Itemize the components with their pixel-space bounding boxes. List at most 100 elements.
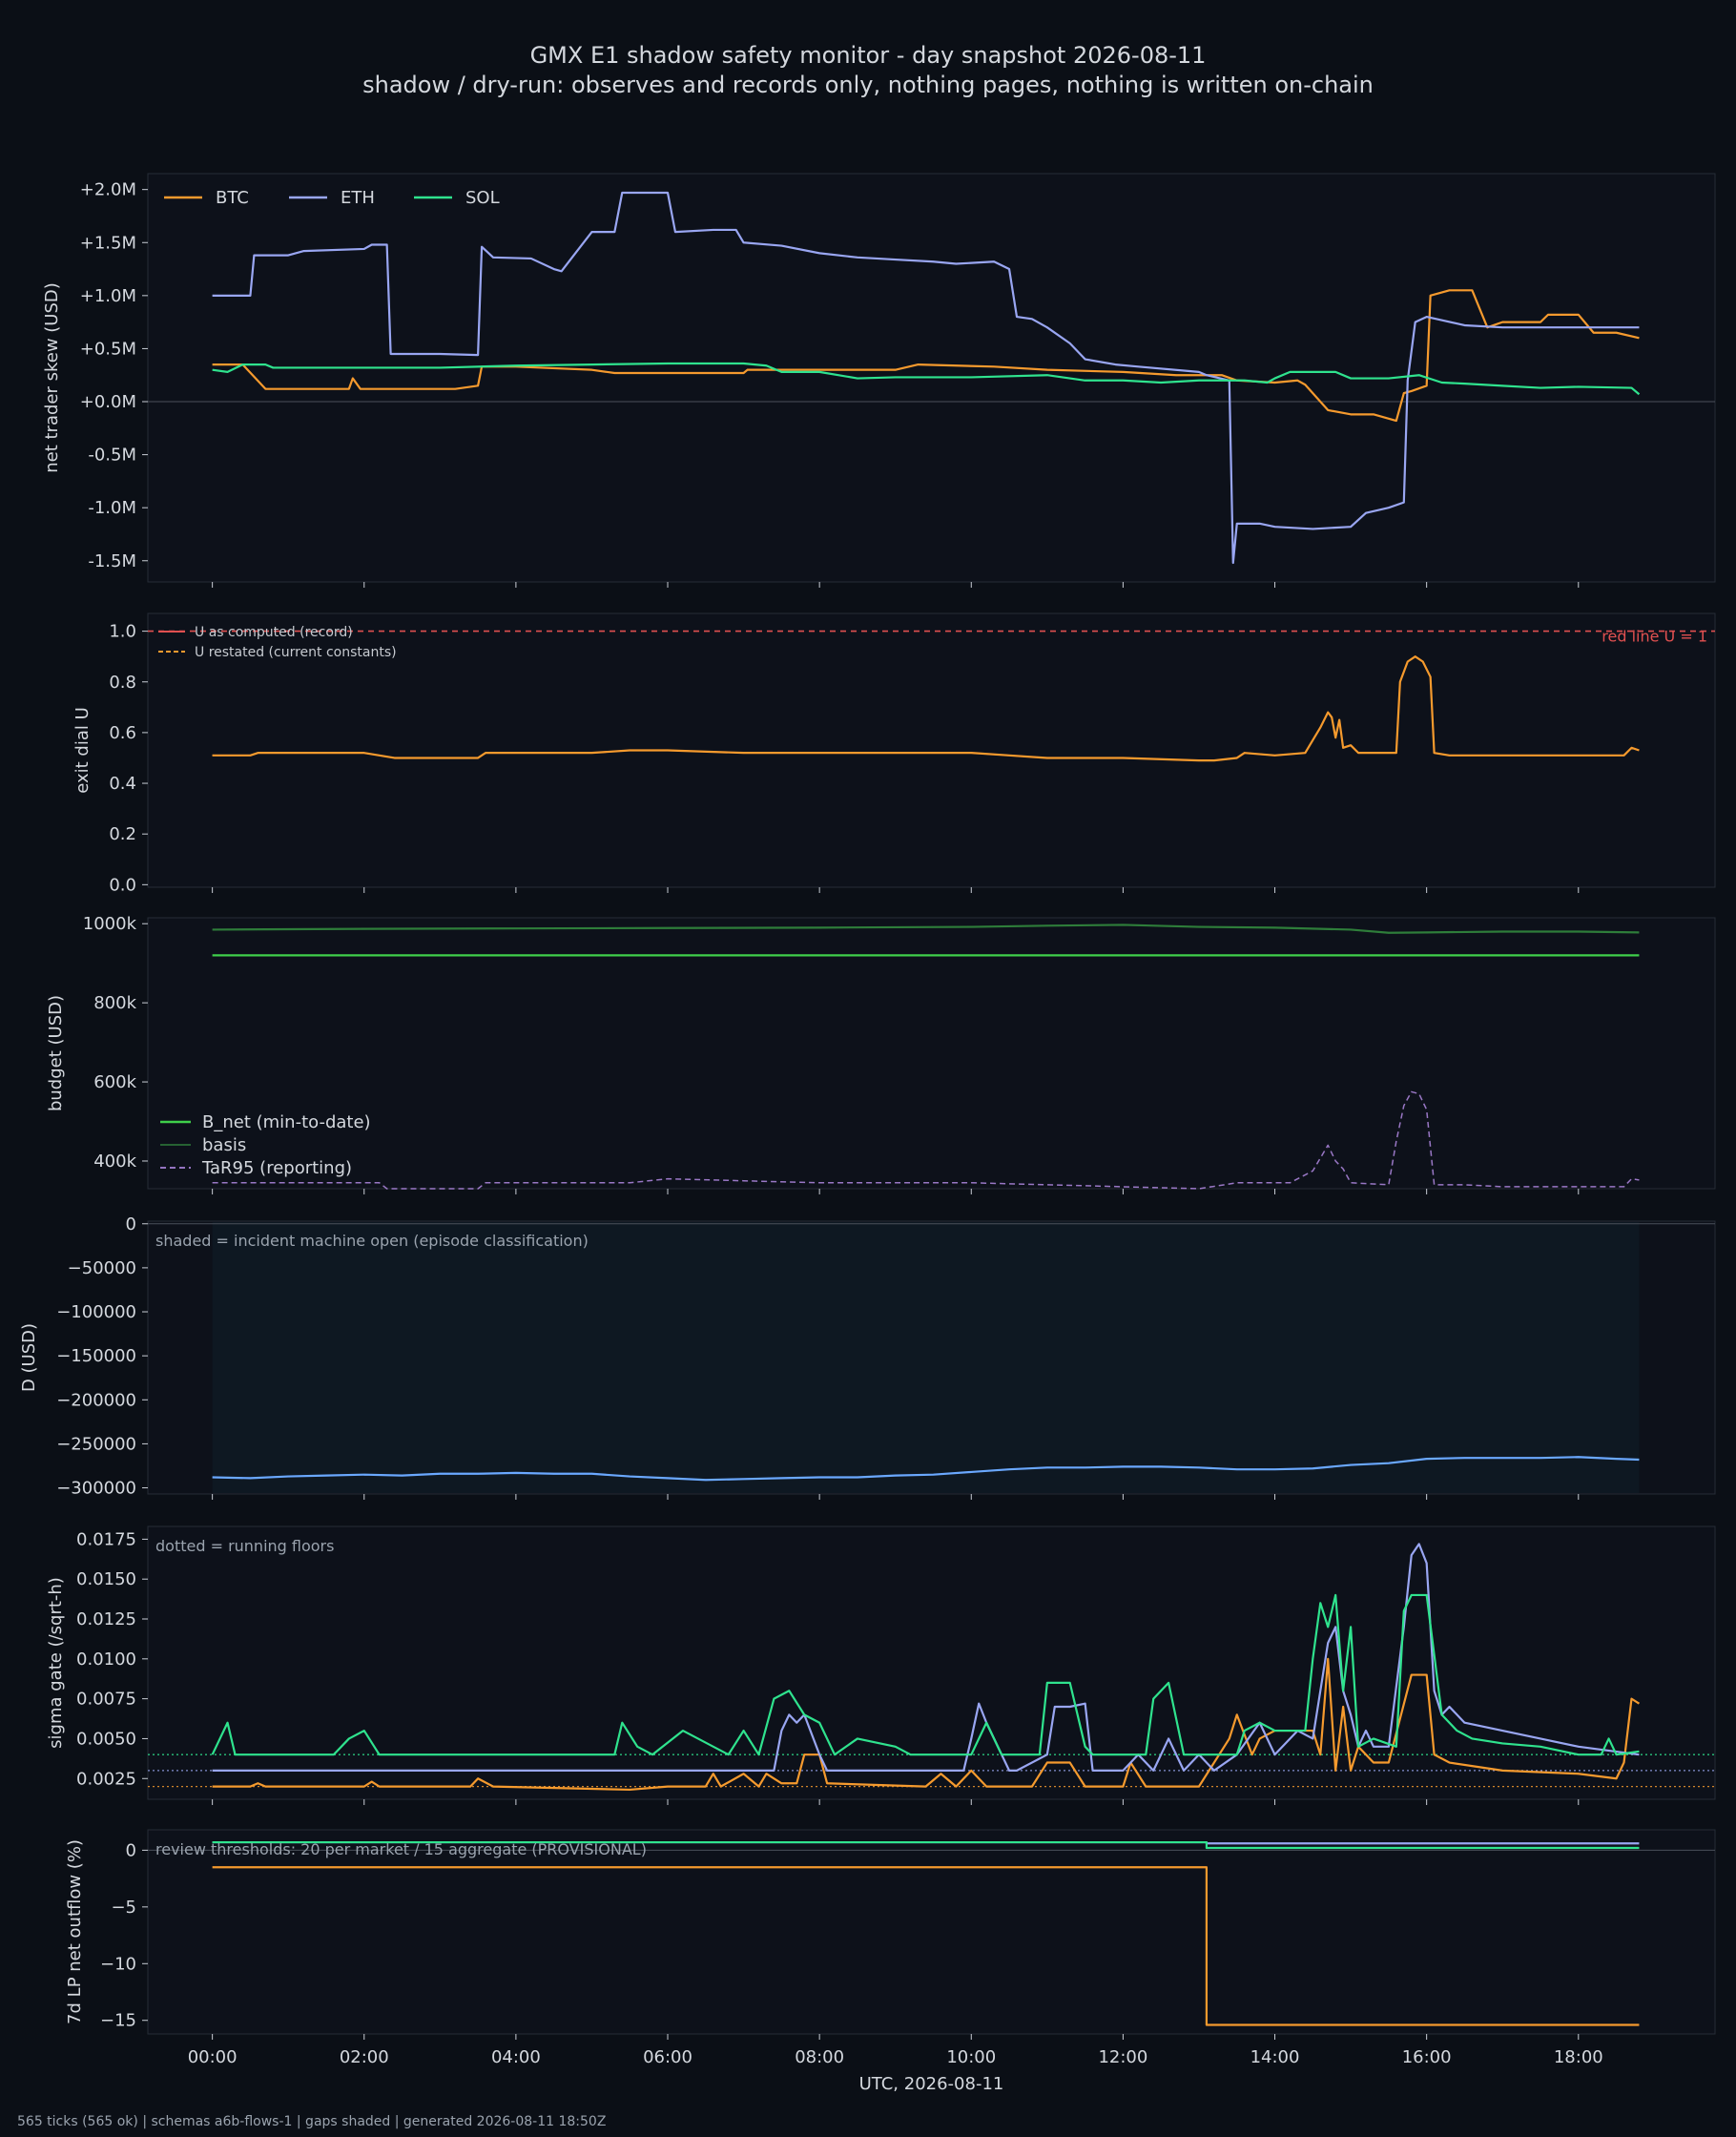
legend-label: U restated (current constants) <box>195 645 397 660</box>
y-tick-label: 0.4 <box>109 774 136 794</box>
y-tick-label: 400k <box>93 1151 136 1172</box>
y-tick-label: −100000 <box>56 1302 136 1322</box>
series-line-eth-1 <box>212 191 1640 565</box>
x-axis-label: UTC, 2026-08-11 <box>859 2074 1004 2094</box>
y-tick-label: 0.0100 <box>76 1649 136 1670</box>
y-tick-label: +1.5M <box>80 233 136 253</box>
y-tick-label: 0.0175 <box>76 1529 136 1549</box>
panel-frame <box>147 1525 1716 1800</box>
legend-label: basis <box>202 1135 246 1155</box>
x-tick-label: 16:00 <box>1402 2047 1452 2067</box>
y-axis-label: budget (USD) <box>46 995 66 1111</box>
y-axis-label: net trader skew (USD) <box>42 282 62 473</box>
y-tick-label: -1.5M <box>88 551 136 571</box>
y-tick-label: +1.0M <box>80 286 136 306</box>
series-line-btc-1 <box>212 655 1640 761</box>
x-tick-label: 18:00 <box>1554 2047 1603 2067</box>
x-tick-label: 14:00 <box>1250 2047 1300 2067</box>
x-tick-label: 00:00 <box>188 2047 238 2067</box>
legend-label: TaR95 (reporting) <box>201 1158 352 1178</box>
y-axis-ticks: 0 −5 −10 −15 <box>100 1840 148 2031</box>
footer-status: 565 ticks (565 ok) | schemas a6b-flows-1… <box>17 2114 606 2129</box>
x-axis-ticks <box>212 1189 1580 1194</box>
series-line-d-0 <box>212 1456 1640 1482</box>
x-tick-label: 06:00 <box>643 2047 692 2067</box>
y-axis-label: sigma gate (/sqrt-h) <box>46 1577 66 1749</box>
legend-label: B_net (min-to-date) <box>202 1112 371 1132</box>
y-axis-ticks: 0.0175 0.0150 0.0125 0.0100 0.0075 0.0050 0.00… <box>76 1529 148 1789</box>
y-axis-label: D (USD) <box>19 1323 39 1392</box>
y-tick-label: +0.0M <box>80 392 136 412</box>
y-axis-label: exit dial U <box>72 707 93 794</box>
y-tick-label: 0.6 <box>109 723 136 743</box>
y-tick-label: 0 <box>126 1214 136 1234</box>
legend: BTC ETH SOL <box>164 188 500 208</box>
series-line-btc-0 <box>212 1866 1640 2026</box>
series-line-sol-2 <box>212 1840 1640 1850</box>
panel-frame <box>147 917 1716 1190</box>
x-axis-ticks <box>212 1799 1580 1805</box>
y-tick-label: 1.0 <box>109 622 136 642</box>
y-tick-label: 0.0050 <box>76 1729 136 1749</box>
panel-annotation: review thresholds: 20 per market / 15 ag… <box>155 1840 647 1858</box>
x-tick-label: 10:00 <box>946 2047 996 2067</box>
y-axis-ticks: 1.0 0.8 0.6 0.4 0.2 0.0 <box>109 622 148 895</box>
panel-budget: 1000k 800k 600k 400k budget (USD) B_net (min-… <box>46 914 1716 1194</box>
series-line-basis-1 <box>212 923 1640 934</box>
panel-skew: +2.0M +1.5M +1.0M +0.5M +0.0M -0.5M -1.0M -1.5M… <box>42 173 1716 588</box>
series-line-tar95-2 <box>212 1090 1640 1190</box>
x-axis-ticks <box>212 582 1580 588</box>
y-tick-label: −150000 <box>56 1346 136 1366</box>
y-tick-label: −50000 <box>68 1258 136 1278</box>
y-tick-label: 0 <box>126 1840 136 1860</box>
panel-frame <box>147 1829 1716 2035</box>
x-tick-label: 04:00 <box>491 2047 541 2067</box>
legend-label: SOL <box>465 188 500 208</box>
incident-shade <box>212 1222 1640 1493</box>
y-tick-label: +2.0M <box>80 180 136 200</box>
x-axis-ticks <box>212 1494 1580 1500</box>
y-tick-label: -1.0M <box>88 498 136 518</box>
y-tick-label: 0.8 <box>109 673 136 693</box>
y-tick-label: −15 <box>100 2011 136 2031</box>
chart-title: GMX E1 shadow safety monitor - day snaps… <box>530 42 1207 69</box>
y-tick-label: −250000 <box>56 1434 136 1454</box>
panels: +2.0M +1.5M +1.0M +0.5M +0.0M -0.5M -1.0M -1.5M… <box>19 173 1716 2094</box>
x-axis-ticks <box>212 2034 1580 2040</box>
y-tick-label: 0.0 <box>109 875 136 895</box>
panel-exit: 1.0 0.8 0.6 0.4 0.2 0.0 exit dial U red line U … <box>72 612 1716 895</box>
legend: U as computed (record) U restated (curren… <box>158 625 397 660</box>
x-axis-ticks <box>212 887 1580 893</box>
panel-annotation: dotted = running floors <box>155 1537 334 1555</box>
series-line-sol-2 <box>212 362 1641 396</box>
panel-annotation: shaded = incident machine open (episode … <box>155 1232 589 1250</box>
x-tick-label: 02:00 <box>340 2047 389 2067</box>
y-axis-ticks: 0 −50000 −100000 −150000 −200000 −250000 −3000… <box>56 1214 148 1499</box>
panel-d: 0 −50000 −100000 −150000 −200000 −250000 −3000… <box>19 1214 1716 1500</box>
y-tick-label: 0.0075 <box>76 1690 136 1710</box>
legend-label: ETH <box>341 188 375 208</box>
y-tick-label: 0.0025 <box>76 1769 136 1789</box>
x-axis-tick-labels: 00:00 02:00 04:00 06:00 08:00 10:00 12:00 14:00… <box>188 2047 1603 2067</box>
y-axis-ticks: 1000k 800k 600k 400k <box>83 914 148 1172</box>
y-tick-label: 1000k <box>83 914 137 934</box>
y-tick-label: 600k <box>93 1072 136 1092</box>
series-line-btc-0 <box>212 1657 1641 1792</box>
x-tick-label: 12:00 <box>1098 2047 1147 2067</box>
chart-subtitle: shadow / dry-run: observes and records o… <box>362 72 1374 98</box>
y-tick-label: −300000 <box>56 1479 136 1499</box>
y-tick-label: 0.2 <box>109 824 136 844</box>
red-line-annotation: red line U = 1 <box>1602 628 1707 646</box>
y-tick-label: −10 <box>100 1954 136 1974</box>
series-line-eth-1 <box>212 1543 1640 1772</box>
y-tick-label: 0.0150 <box>76 1569 136 1589</box>
y-tick-label: -0.5M <box>88 446 136 466</box>
panel-outflow: 0 −5 −10 −15 7d LP net outflow (%) review thr… <box>65 1829 1716 2094</box>
legend-label: U as computed (record) <box>195 625 353 640</box>
series-line-btc-0 <box>212 289 1640 423</box>
panel-sigma: 0.0175 0.0150 0.0125 0.0100 0.0075 0.0050 0.00… <box>46 1525 1716 1805</box>
y-tick-label: −5 <box>111 1898 136 1918</box>
x-tick-label: 08:00 <box>795 2047 844 2067</box>
series-line-sol-2 <box>211 1593 1640 1756</box>
